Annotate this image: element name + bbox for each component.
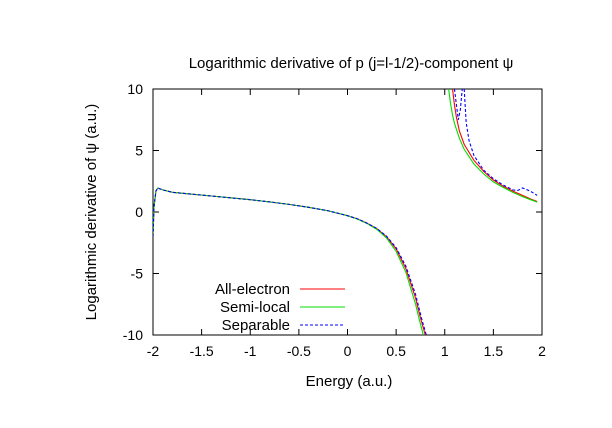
x-tick-label: -2 [147,343,160,359]
series-layer [153,89,538,335]
y-tick-label: -10 [123,327,143,343]
y-tick-label: 5 [135,143,143,159]
x-axis: -2 -1.5 -1 -0.5 0 0.5 1 1.5 2 [147,89,546,359]
plot-border [152,88,543,336]
y-axis-title: Logarithmic derivative of ψ (a.u.) [83,104,100,321]
series-separable [153,89,538,335]
legend-label: Semi-local [220,299,290,316]
series-line [153,187,427,335]
x-tick-label: 0.5 [386,343,406,359]
x-tick-label: -0.5 [287,343,311,359]
x-tick-label: -1.5 [190,343,214,359]
y-tick-label: -5 [131,266,144,282]
x-tick-label: -1 [244,343,257,359]
y-axis: 10 5 0 -5 -10 [123,81,542,343]
series-all-electron [153,89,538,335]
x-tick-label: 1.5 [484,343,504,359]
x-tick-label: 0 [344,343,352,359]
series-line [451,89,538,203]
legend-label: All-electron [215,281,290,298]
series-line [453,89,463,120]
series-semi-local [153,89,538,335]
y-tick-label: 0 [135,204,143,220]
series-clip-group [153,89,538,335]
y-tick-label: 10 [127,81,143,97]
series-line [463,89,538,196]
x-axis-title: Energy (a.u.) [306,373,393,390]
legend-label: Separable [222,317,290,334]
x-tick-label: 2 [538,343,546,359]
plot-frame [152,88,543,336]
chart-title: Logarithmic derivative of p (j=l-1/2)-co… [189,55,514,72]
x-tick-label: 1 [441,343,449,359]
series-line [448,89,538,203]
